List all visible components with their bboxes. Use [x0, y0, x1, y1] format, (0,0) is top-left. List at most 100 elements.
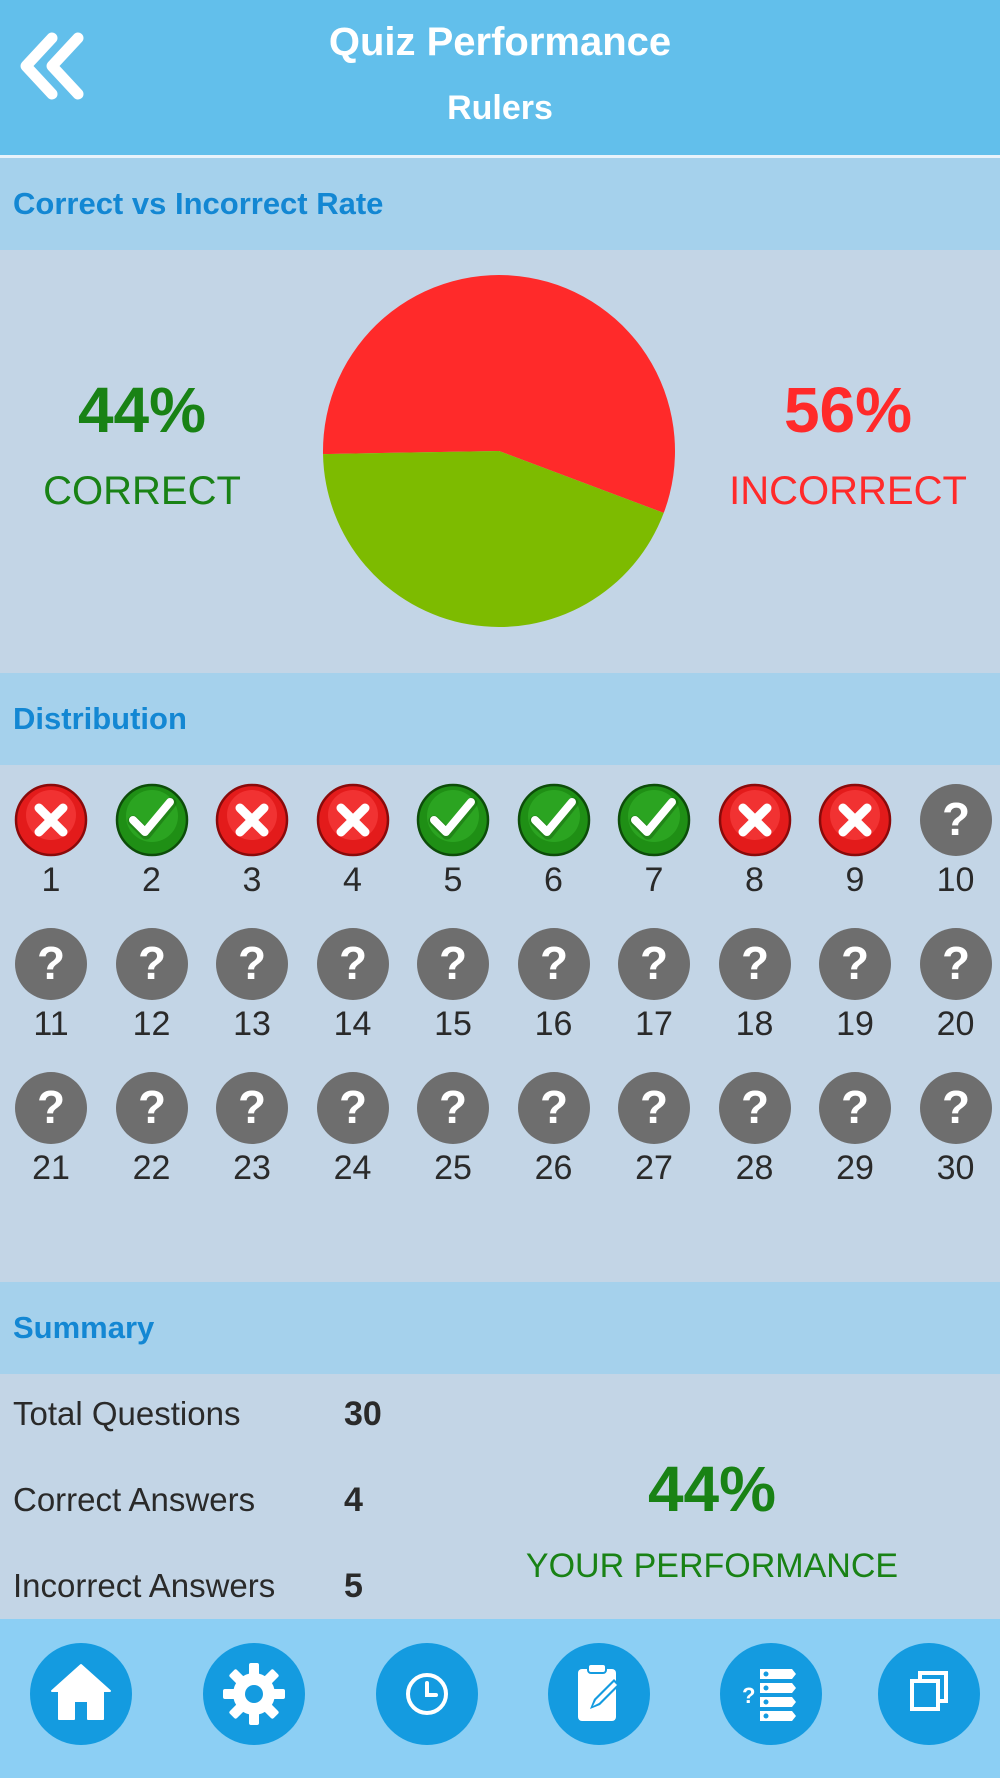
question-28-status[interactable]: ? 28	[706, 1056, 806, 1196]
question-29-status[interactable]: ? 29	[806, 1056, 906, 1196]
question-mark-icon: ?	[417, 928, 489, 1000]
question-3-status[interactable]: 3	[203, 768, 303, 908]
notes-button[interactable]	[548, 1643, 650, 1745]
question-15-status[interactable]: ? 15	[404, 912, 504, 1052]
summary-section-title: Summary	[13, 1310, 155, 1345]
home-icon	[51, 1664, 111, 1720]
summary-value-correct: 4	[344, 1481, 363, 1519]
svg-text:?: ?	[439, 937, 467, 989]
settings-button[interactable]	[203, 1643, 305, 1745]
question-number: 6	[544, 861, 563, 899]
question-17-status[interactable]: ? 17	[605, 912, 705, 1052]
question-1-status[interactable]: 1	[2, 768, 102, 908]
question-mark-icon: ?	[517, 928, 590, 1000]
svg-text:?: ?	[640, 937, 668, 989]
question-30-status[interactable]: ? 30	[907, 1056, 1000, 1196]
question-number: 24	[333, 1149, 372, 1187]
question-24-status[interactable]: ? 24	[304, 1056, 404, 1196]
question-number: 16	[534, 1005, 573, 1043]
question-number: 8	[745, 861, 764, 899]
question-2-status[interactable]: 2	[103, 768, 203, 908]
x-mark-icon	[14, 783, 88, 857]
distribution-section-header: Distribution	[0, 673, 1000, 765]
question-number: 23	[233, 1149, 271, 1187]
quiz-list-button[interactable]: ?	[720, 1643, 822, 1745]
summary-value-total: 30	[344, 1395, 382, 1433]
question-number: 14	[333, 1005, 372, 1043]
question-18-status[interactable]: ? 18	[706, 912, 806, 1052]
question-mark-icon: ?	[718, 928, 791, 1000]
svg-text:?: ?	[338, 937, 366, 989]
checkmark-icon	[115, 783, 188, 857]
question-22-status[interactable]: ? 22	[103, 1056, 203, 1196]
question-mark-icon: ?	[819, 928, 891, 1000]
performance-label: YOUR PERFORMANCE	[525, 1547, 899, 1585]
question-14-status[interactable]: ? 14	[304, 912, 404, 1052]
rate-section-title: Correct vs Incorrect Rate	[13, 186, 384, 221]
history-button[interactable]	[376, 1643, 478, 1745]
question-8-status[interactable]: 8	[706, 768, 806, 908]
question-number: 17	[635, 1005, 673, 1043]
question-mark-icon: ?	[316, 1072, 389, 1144]
question-number: 7	[644, 861, 664, 899]
svg-text:?: ?	[439, 1081, 467, 1133]
question-4-status[interactable]: 4	[304, 768, 404, 908]
summary-value-incorrect: 5	[344, 1567, 363, 1605]
rate-section-header: Correct vs Incorrect Rate	[0, 158, 1000, 250]
question-number: 18	[735, 1005, 774, 1043]
question-number: 15	[434, 1005, 472, 1043]
question-16-status[interactable]: ? 16	[505, 912, 605, 1052]
question-7-status[interactable]: 7	[605, 768, 705, 908]
correct-percentage: 44%	[77, 374, 207, 446]
question-mark-icon: ?	[417, 1072, 489, 1144]
svg-text:?: ?	[539, 937, 567, 989]
question-12-status[interactable]: ? 12	[103, 912, 203, 1052]
copy-button[interactable]	[878, 1643, 980, 1745]
svg-text:?: ?	[37, 937, 65, 989]
question-mark-icon: ?	[115, 1072, 188, 1144]
question-11-status[interactable]: ? 11	[2, 912, 102, 1052]
svg-text:?: ?	[841, 1081, 869, 1133]
question-6-status[interactable]: 6	[505, 768, 605, 908]
question-number: 4	[343, 861, 362, 899]
correct-label: CORRECT	[43, 469, 241, 513]
incorrect-label: INCORRECT	[729, 469, 967, 513]
question-19-status[interactable]: ? 19	[806, 912, 906, 1052]
pie-slice-incorrect	[323, 275, 675, 513]
question-23-status[interactable]: ? 23	[203, 1056, 303, 1196]
svg-text:?: ?	[841, 937, 869, 989]
checkmark-icon	[617, 783, 691, 857]
question-mark-icon: ?	[216, 928, 288, 1000]
summary-label-correct: Correct Answers	[13, 1481, 256, 1518]
question-9-status[interactable]: 9	[806, 768, 906, 908]
question-number: 26	[534, 1149, 573, 1187]
question-20-status[interactable]: ? 20	[907, 912, 1000, 1052]
question-number: 1	[41, 861, 61, 899]
question-26-status[interactable]: ? 26	[505, 1056, 605, 1196]
question-5-status[interactable]: 5	[404, 768, 504, 908]
question-mark-icon: ?	[819, 1072, 891, 1144]
back-button[interactable]	[14, 28, 94, 108]
svg-text:?: ?	[137, 1081, 165, 1133]
rate-panel: 44% CORRECT 56% INCORRECT	[0, 250, 1000, 673]
incorrect-percentage: 56%	[783, 374, 913, 446]
double-chevron-left-icon	[20, 32, 84, 100]
clock-icon	[406, 1673, 448, 1715]
question-mark-icon: ?	[618, 1072, 690, 1144]
question-13-status[interactable]: ? 13	[203, 912, 303, 1052]
svg-text:?: ?	[238, 1081, 266, 1133]
page-title: Quiz Performance	[328, 20, 672, 64]
home-button[interactable]	[30, 1643, 132, 1745]
question-10-status[interactable]: ? 10	[907, 768, 1000, 908]
question-21-status[interactable]: ? 21	[2, 1056, 102, 1196]
question-25-status[interactable]: ? 25	[404, 1056, 504, 1196]
clipboard-edit-icon	[578, 1663, 620, 1721]
pie-slice-correct	[323, 451, 664, 627]
question-mark-icon: ?	[316, 928, 389, 1000]
question-mark-icon: ?	[919, 784, 992, 856]
page-subtitle: Rulers	[447, 89, 553, 127]
question-27-status[interactable]: ? 27	[605, 1056, 705, 1196]
svg-text:?: ?	[539, 1081, 567, 1133]
gear-icon	[223, 1663, 285, 1725]
question-number: 5	[443, 861, 463, 899]
